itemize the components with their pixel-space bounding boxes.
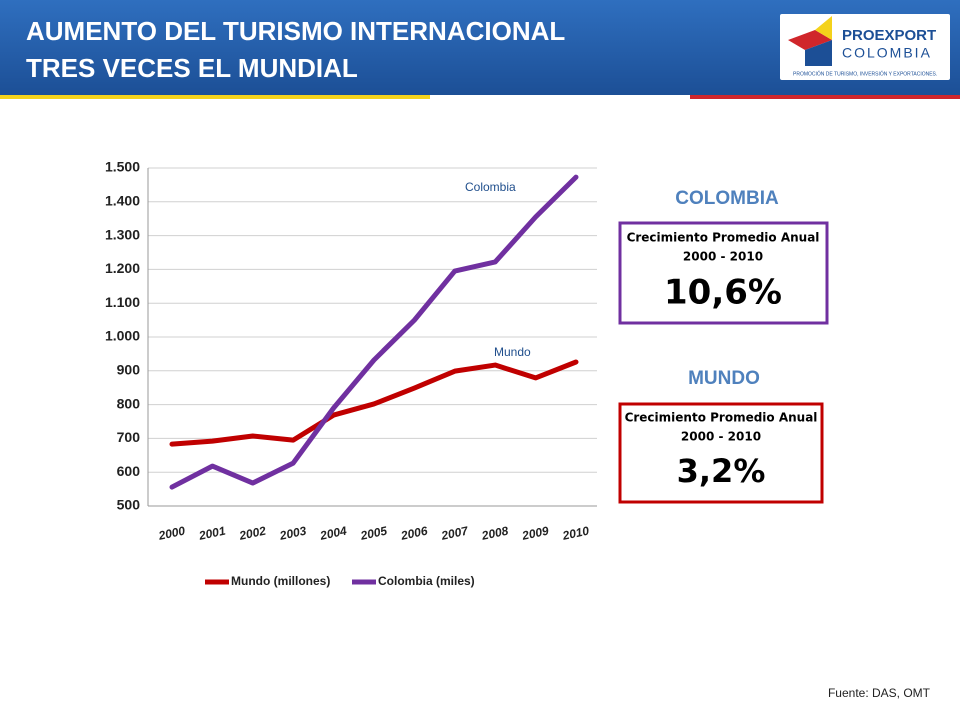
box-label: Crecimiento Promedio Anual: [627, 231, 820, 245]
x-tick-label: 2004: [318, 524, 348, 544]
y-tick-label: 1.400: [105, 193, 140, 209]
x-tick-label: 2003: [278, 524, 308, 544]
box-period: 2000 - 2010: [681, 430, 761, 444]
logo-shape: [815, 16, 832, 40]
logo-name: PROEXPORT: [842, 27, 936, 44]
series-line: [169, 174, 579, 490]
logo-shape: [805, 40, 832, 66]
y-tick-label: 900: [117, 362, 141, 378]
y-tick-label: 600: [117, 463, 141, 479]
series-annotation: Mundo: [494, 345, 531, 359]
y-tick-label: 700: [117, 429, 141, 445]
header-stripe: [0, 95, 430, 99]
box-heading: COLOMBIA: [675, 188, 779, 209]
x-tick-label: 2005: [358, 524, 388, 544]
box-value: 3,2%: [677, 452, 766, 490]
y-tick-label: 1.500: [105, 159, 140, 175]
y-tick-label: 1.300: [105, 226, 140, 242]
y-tick-label: 800: [117, 395, 141, 411]
x-tick-label: 2000: [156, 524, 186, 544]
title: TRES VECES EL MUNDIAL: [26, 53, 358, 83]
x-tick-label: 2007: [439, 523, 470, 543]
x-tick-label: 2010: [560, 524, 590, 544]
y-tick-label: 1.200: [105, 260, 140, 276]
y-tick-label: 1.100: [105, 294, 140, 310]
y-tick-label: 1.000: [105, 328, 140, 344]
box-heading: MUNDO: [688, 368, 760, 389]
x-tick-label: 2002: [237, 524, 267, 544]
box: [618, 221, 829, 325]
series-line: [169, 359, 579, 447]
logo-country: COLOMBIA: [842, 45, 932, 61]
y-tick-label: 500: [117, 497, 141, 513]
logo-shape: [788, 30, 832, 50]
x-tick-label: 2009: [520, 524, 550, 544]
legend-label: Mundo (millones): [231, 574, 330, 588]
box-label: Crecimiento Promedio Anual: [625, 411, 818, 425]
series-annotation: Colombia: [465, 180, 516, 194]
box: [618, 402, 824, 504]
logo-tagline: PROMOCIÓN DE TURISMO, INVERSIÓN Y EXPORT…: [793, 70, 937, 77]
x-tick-label: 2008: [480, 524, 510, 544]
title: AUMENTO DEL TURISMO INTERNACIONAL: [26, 16, 565, 46]
box-value: 10,6%: [664, 273, 782, 313]
header-stripe: [690, 95, 960, 99]
x-tick-label: 2001: [197, 524, 227, 544]
legend-label: Colombia (miles): [378, 574, 475, 588]
x-tick-label: 2006: [399, 524, 429, 544]
source: Fuente: DAS, OMT: [828, 686, 931, 700]
box-period: 2000 - 2010: [683, 250, 763, 264]
chart: 500 600 700 800 900 1.000 1.100 1.200 1.300 1.400…: [105, 159, 597, 588]
